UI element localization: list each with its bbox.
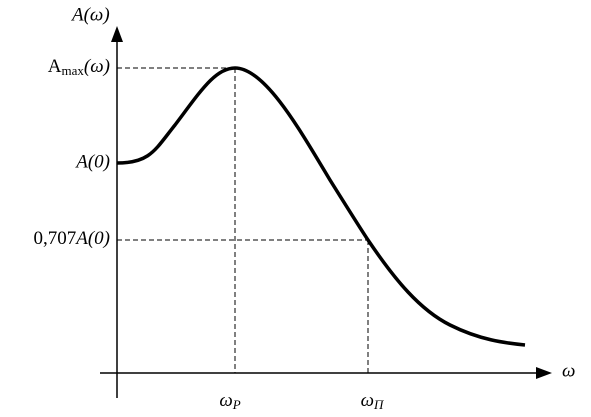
y-axis-label: A(ω) — [70, 4, 110, 25]
resonance-sub: P — [232, 397, 241, 412]
amax-label: Amax(ω) — [48, 56, 110, 78]
amax-sub: max — [62, 63, 85, 78]
amax-base: A — [48, 56, 62, 77]
resonance-label: ωP — [219, 390, 240, 412]
response-curve — [116, 66, 526, 347]
a0-label: A(0) — [74, 151, 110, 172]
cutoff-freq-base: ω — [361, 390, 374, 411]
cutoff-freq-label: ωП — [361, 390, 385, 412]
cutoff-factor: 0,707 — [33, 228, 76, 249]
cutoff-suffix: A(0) — [74, 228, 110, 249]
y-axis-arrow — [111, 26, 123, 42]
cutoff-label: 0,707A(0) — [33, 228, 110, 249]
x-axis-label: ω — [562, 360, 575, 381]
x-axis-arrow — [536, 367, 552, 379]
resonance-base: ω — [219, 390, 232, 411]
amax-suffix: (ω) — [84, 56, 110, 77]
cutoff-freq-sub: П — [373, 397, 385, 412]
